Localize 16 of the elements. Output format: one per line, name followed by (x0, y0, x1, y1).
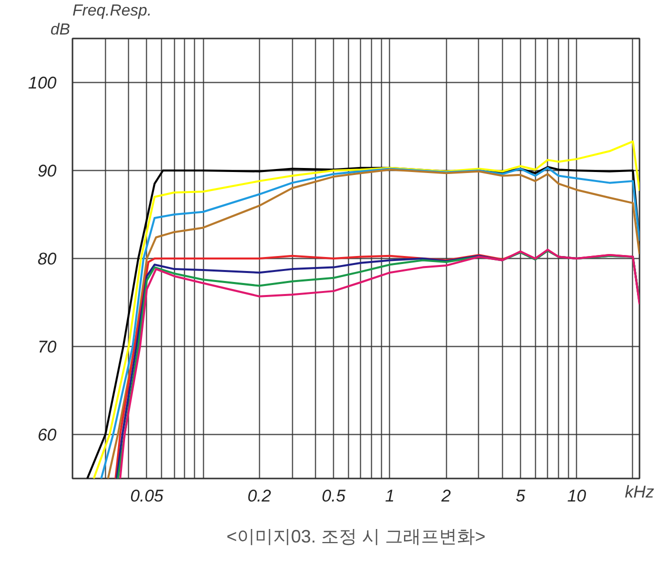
x-tick-label: 0.5 (322, 486, 346, 506)
y-tick-label: 90 (38, 162, 58, 180)
x-axis-title: kHz (624, 482, 655, 502)
y-axis-title: dB (50, 22, 70, 38)
y-tick-label: 70 (38, 338, 58, 356)
y-tick-label: 80 (38, 250, 58, 268)
x-tick-label: 2 (440, 486, 452, 506)
y-tick-label: 100 (28, 74, 58, 92)
x-tick-label: 0.2 (247, 486, 272, 506)
x-tick-label: 10 (567, 486, 587, 506)
chart-title: Freq.Resp. (72, 2, 152, 20)
x-tick-label: 5 (516, 486, 526, 506)
y-tick-label: 60 (38, 426, 58, 444)
text: <이미지03. 조정 시 그래프변화> (226, 526, 486, 546)
x-tick-label: 1 (385, 486, 395, 506)
x-tick-label: 0.05 (130, 486, 164, 506)
